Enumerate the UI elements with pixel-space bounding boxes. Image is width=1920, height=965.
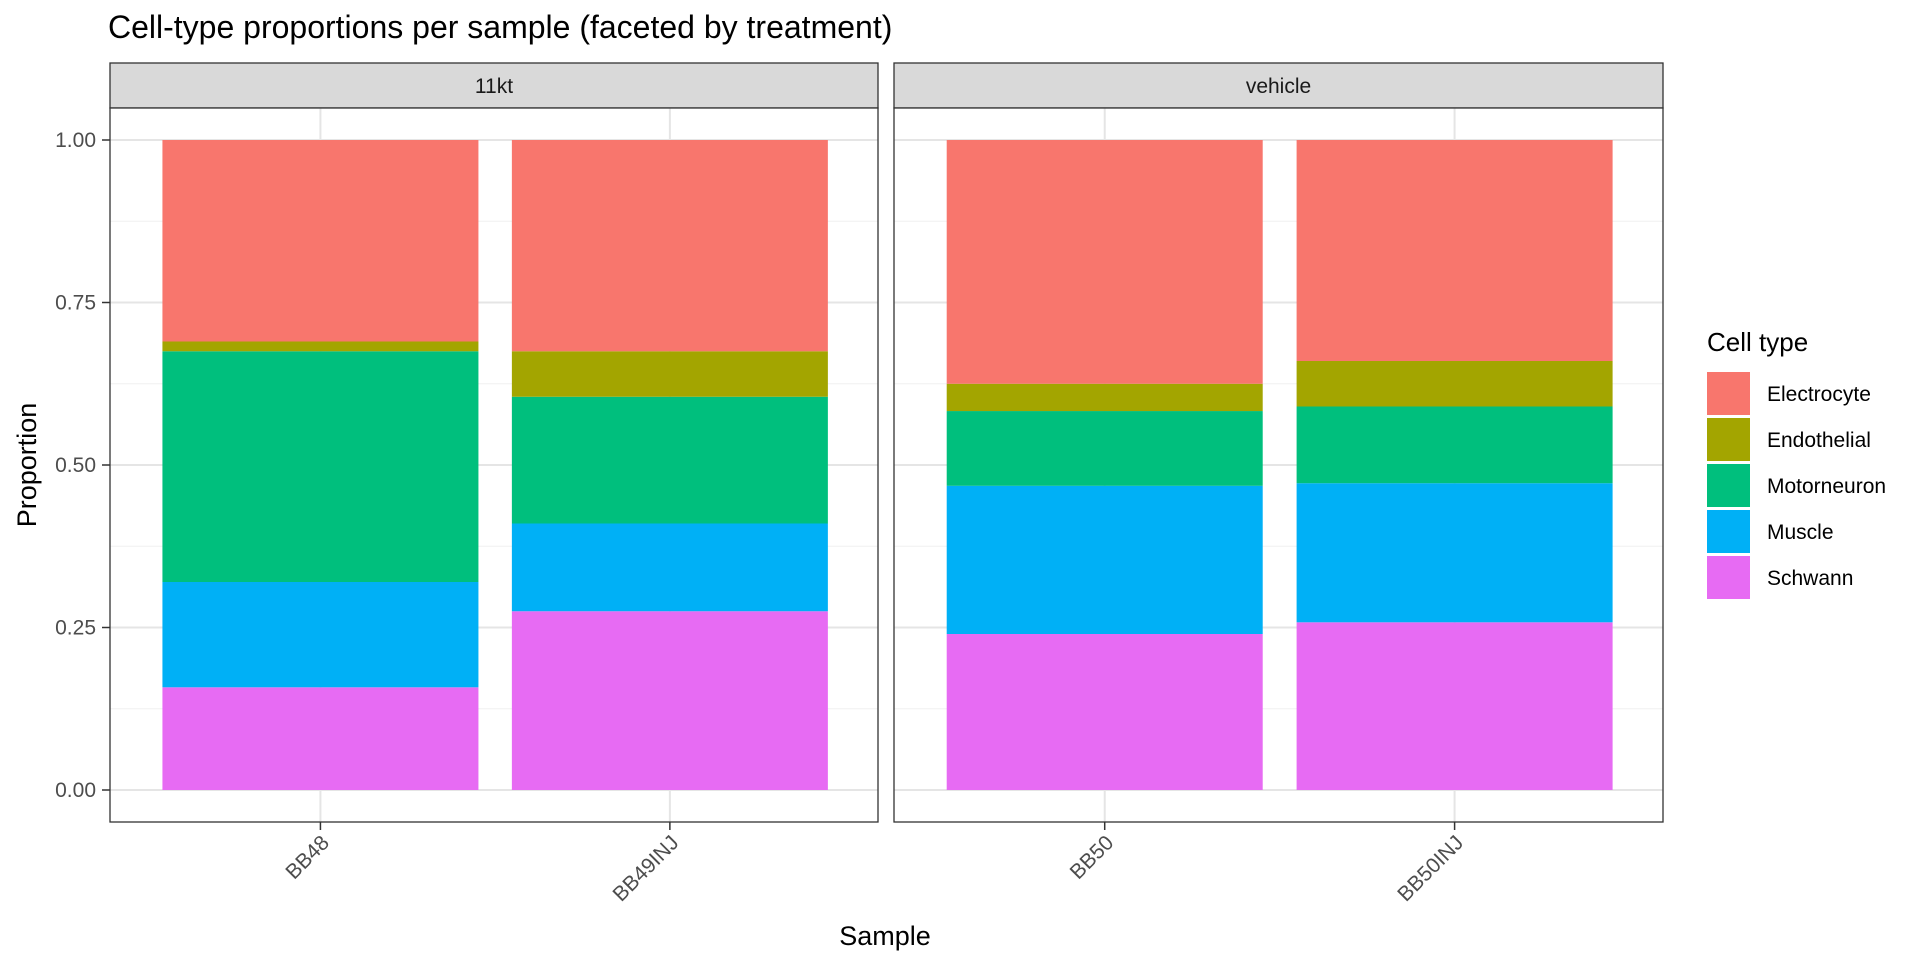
chart-title: Cell-type proportions per sample (facete… (108, 9, 892, 45)
facet-panel-11kt: 11kt (109, 62, 879, 823)
y-tick-label: 1.00 (55, 129, 96, 152)
bar-segment-bb48-muscle (162, 582, 479, 688)
facet-strip-label: vehicle (1246, 75, 1311, 98)
facet-strip (109, 62, 879, 109)
y-axis-title: Proportion (12, 403, 42, 528)
x-tick-label: BB50 (1066, 831, 1119, 884)
legend-key-muscle (1707, 510, 1750, 553)
x-axis-title: Sample (839, 921, 931, 951)
bar-segment-bb48-motorneuron (162, 351, 479, 582)
y-tick-label: 0.50 (55, 454, 96, 477)
bar-segment-bb48-endothelial (162, 341, 479, 352)
legend-label-electrocyte: Electrocyte (1767, 383, 1871, 406)
bar-segment-bb50-motorneuron (946, 411, 1263, 486)
bar-segment-bb49inj-electrocyte (511, 140, 828, 352)
facet-strip (893, 62, 1664, 109)
legend-title: Cell type (1707, 327, 1808, 357)
bar-segment-bb50-muscle (946, 485, 1263, 634)
x-tick-label: BB49INJ (609, 831, 684, 906)
bar-segment-bb49inj-endothelial (511, 351, 828, 397)
panel-border (893, 107, 1664, 823)
legend-key-motorneuron (1707, 464, 1750, 507)
legend-label-motorneuron: Motorneuron (1767, 475, 1886, 498)
bar-segment-bb50inj-muscle (1296, 483, 1613, 623)
y-tick-label: 0.75 (55, 292, 96, 315)
bar-segment-bb50inj-electrocyte (1296, 140, 1613, 361)
bar-segment-bb50-schwann (946, 634, 1263, 790)
legend-key-endothelial (1707, 418, 1750, 461)
x-tick-label: BB50INJ (1393, 831, 1468, 906)
y-tick-label: 0.25 (55, 617, 96, 640)
bar-segment-bb50-electrocyte (946, 140, 1263, 384)
y-axis: 0.00 0.25 0.50 0.75 1.00 (55, 129, 110, 802)
bar-segment-bb48-schwann (162, 687, 479, 790)
legend: Cell type Electrocyte Endothelial Motorneu… (1707, 327, 1886, 599)
bar-segment-bb50inj-endothelial (1296, 361, 1613, 407)
x-axis: BB48 BB49INJ BB50 BB50INJ (281, 822, 1468, 906)
bar-segment-bb49inj-schwann (511, 611, 828, 790)
bar-segment-bb50inj-motorneuron (1296, 406, 1613, 484)
legend-label-endothelial: Endothelial (1767, 429, 1871, 452)
bar-segment-bb50-endothelial (946, 383, 1263, 412)
bar-segment-bb49inj-muscle (511, 523, 828, 612)
bar-segment-bb48-electrocyte (162, 140, 479, 342)
legend-key-electrocyte (1707, 372, 1750, 415)
legend-label-schwann: Schwann (1767, 567, 1853, 590)
legend-label-muscle: Muscle (1767, 521, 1834, 544)
facet-panel-vehicle: vehicle (893, 62, 1664, 823)
legend-key-schwann (1707, 556, 1750, 599)
bar-segment-bb49inj-motorneuron (511, 396, 828, 524)
y-tick-label: 0.00 (55, 779, 96, 802)
facet-strip-label: 11kt (475, 75, 513, 98)
bar-segment-bb50inj-schwann (1296, 622, 1613, 790)
x-tick-label: BB48 (281, 831, 334, 884)
